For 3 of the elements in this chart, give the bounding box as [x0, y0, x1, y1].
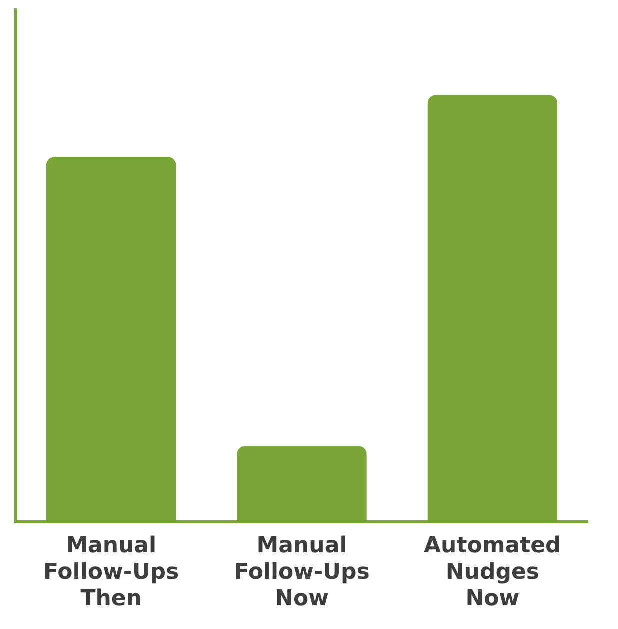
x-tick-label: Manual Follow-Ups Then — [44, 534, 180, 612]
x-tick-label: Manual Follow-Ups Now — [234, 534, 370, 612]
x-tick-label: Automated Nudges Now — [424, 534, 562, 612]
